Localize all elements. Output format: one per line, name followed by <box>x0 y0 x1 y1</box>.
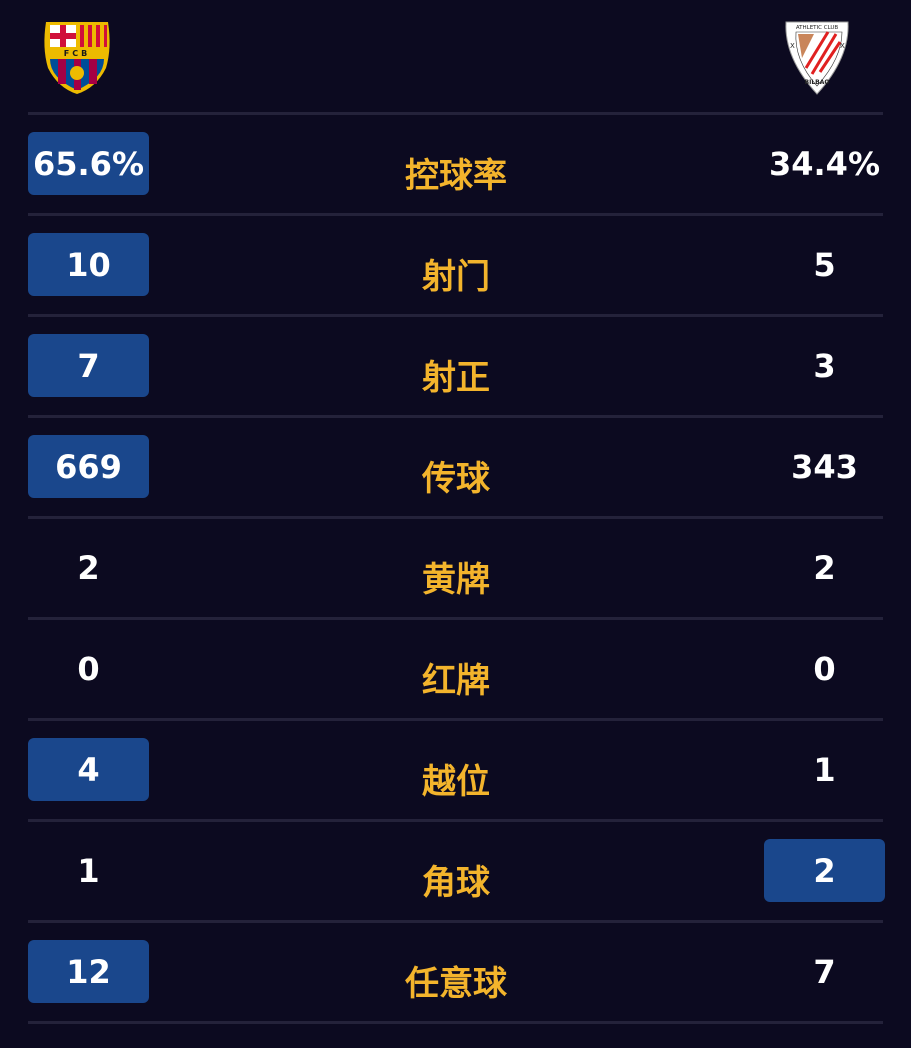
home-value: 4 <box>28 738 149 801</box>
divider <box>28 920 883 923</box>
away-value: 3 <box>813 346 836 385</box>
stat-row: 2 黄牌 2 <box>0 518 911 619</box>
stat-label: 控球率 <box>405 156 507 196</box>
away-value: 2 <box>764 839 885 902</box>
home-value: 12 <box>28 940 149 1003</box>
home-value: 2 <box>77 548 100 587</box>
stat-label: 红牌 <box>422 661 490 701</box>
stat-label: 越位 <box>422 762 490 802</box>
away-value: 5 <box>813 245 836 284</box>
stat-row: 7 射正 3 <box>0 316 911 417</box>
stat-row: 4 越位 1 <box>0 720 911 821</box>
fc-barcelona-crest-icon: FCB <box>44 22 110 94</box>
stat-label: 黄牌 <box>422 560 490 600</box>
stat-row: 12 任意球 7 <box>0 922 911 1023</box>
away-value: 7 <box>813 952 836 991</box>
stat-row: 0 红牌 0 <box>0 619 911 720</box>
svg-text:X: X <box>790 42 795 50</box>
divider <box>28 314 883 317</box>
stat-label: 射正 <box>422 358 490 398</box>
stat-label: 射门 <box>422 257 490 297</box>
stat-label: 任意球 <box>405 964 507 1004</box>
home-value: 65.6% <box>28 132 149 195</box>
stat-row: 669 传球 343 <box>0 417 911 518</box>
divider <box>28 415 883 418</box>
athletic-club-crest-icon: ATHLETIC CLUB X X BILBAO <box>785 21 849 95</box>
divider <box>28 617 883 620</box>
stat-row: 10 射门 5 <box>0 215 911 316</box>
away-value: 34.4% <box>768 144 880 183</box>
divider <box>28 213 883 216</box>
away-value: 1 <box>813 750 836 789</box>
away-value: 343 <box>791 447 858 486</box>
away-crest-city: BILBAO <box>805 79 830 86</box>
home-value: 10 <box>28 233 149 296</box>
svg-text:X: X <box>840 42 845 50</box>
stat-row: 65.6% 控球率 34.4% <box>0 114 911 215</box>
divider <box>28 1021 883 1024</box>
divider <box>28 718 883 721</box>
home-crest-lettering: FCB <box>64 49 90 58</box>
home-value: 669 <box>28 435 149 498</box>
home-value: 1 <box>77 851 100 890</box>
home-value: 7 <box>28 334 149 397</box>
away-crest-lettering: ATHLETIC CLUB <box>796 25 839 31</box>
stat-row: 1 角球 2 <box>0 821 911 922</box>
divider <box>28 819 883 822</box>
away-value: 2 <box>813 548 836 587</box>
divider <box>28 112 883 115</box>
home-value: 0 <box>77 649 100 688</box>
divider <box>28 516 883 519</box>
away-value: 0 <box>813 649 836 688</box>
stat-label: 传球 <box>422 459 490 499</box>
stat-label: 角球 <box>422 863 490 903</box>
